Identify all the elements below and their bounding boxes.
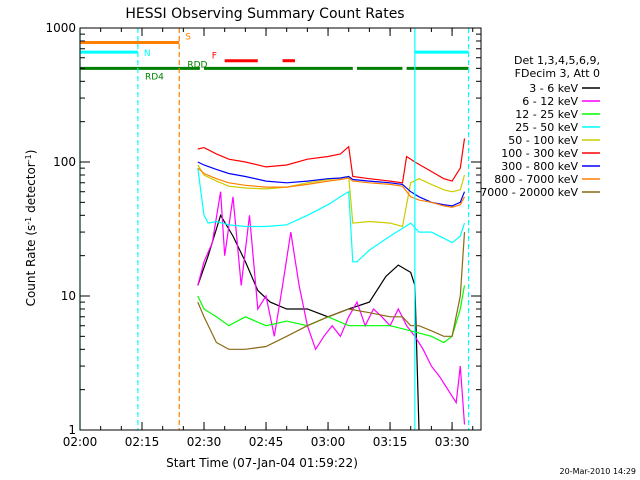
series-25-50-kev [197, 168, 466, 263]
flag-label-n: N [144, 49, 151, 59]
legend-header-line: FDecim 3, Att 0 [515, 67, 600, 80]
legend-label: 12 - 25 keV [515, 108, 578, 121]
x-tick-label: 02:30 [187, 435, 222, 449]
series-800-7000-kev [197, 167, 466, 208]
chart-title: HESSI Observing Summary Count Rates [125, 6, 404, 22]
x-tick-label: 03:15 [373, 435, 408, 449]
legend-label: 3 - 6 keV [529, 82, 578, 95]
x-tick-label: 02:15 [125, 435, 160, 449]
plot-frame [79, 27, 482, 431]
legend-label: 6 - 12 keV [522, 95, 578, 108]
legend-label: 25 - 50 keV [515, 121, 578, 134]
flag-label-rdd: RDD [187, 60, 207, 70]
footer-timestamp: 20-Mar-2010 14:29 [560, 467, 637, 476]
series-100-300-kev [197, 138, 466, 184]
x-tick-label: 02:00 [63, 435, 98, 449]
legend-label: 100 - 300 keV [501, 147, 578, 160]
series-3-6-kev [197, 213, 420, 431]
flag-label-s: S [185, 32, 191, 42]
legend-header-line: Det 1,3,4,5,6,9, [514, 54, 600, 67]
x-tick-label: 03:00 [311, 435, 346, 449]
legend-label: 800 - 7000 keV [494, 173, 578, 186]
y-tick-label: 100 [53, 155, 76, 169]
x-axis-label: Start Time (07-Jan-04 01:59:22) [166, 456, 358, 470]
y-axis-label: Count Rate (s-1 detector-1) [24, 150, 39, 307]
series-12-25-kev [197, 285, 466, 344]
flag-label-rd4: RD4 [145, 72, 164, 82]
series-7000-20000-kev [197, 232, 466, 350]
flag-label-f: F [212, 52, 217, 62]
x-tick-label: 02:45 [249, 435, 284, 449]
x-tick-label: 03:30 [435, 435, 470, 449]
series-50-100-kev [197, 164, 466, 228]
legend-label: 7000 - 20000 keV [480, 186, 578, 199]
y-tick-label: 10 [61, 289, 76, 303]
series-6-12-kev [197, 191, 466, 425]
y-tick-label: 1 [68, 423, 76, 437]
legend-label: 300 - 800 keV [501, 160, 578, 173]
legend: Det 1,3,4,5,6,9,FDecim 3, Att 0 3 - 6 keV… [480, 54, 600, 199]
legend-label: 50 - 100 keV [508, 134, 578, 147]
y-tick-label: 1000 [45, 21, 76, 35]
